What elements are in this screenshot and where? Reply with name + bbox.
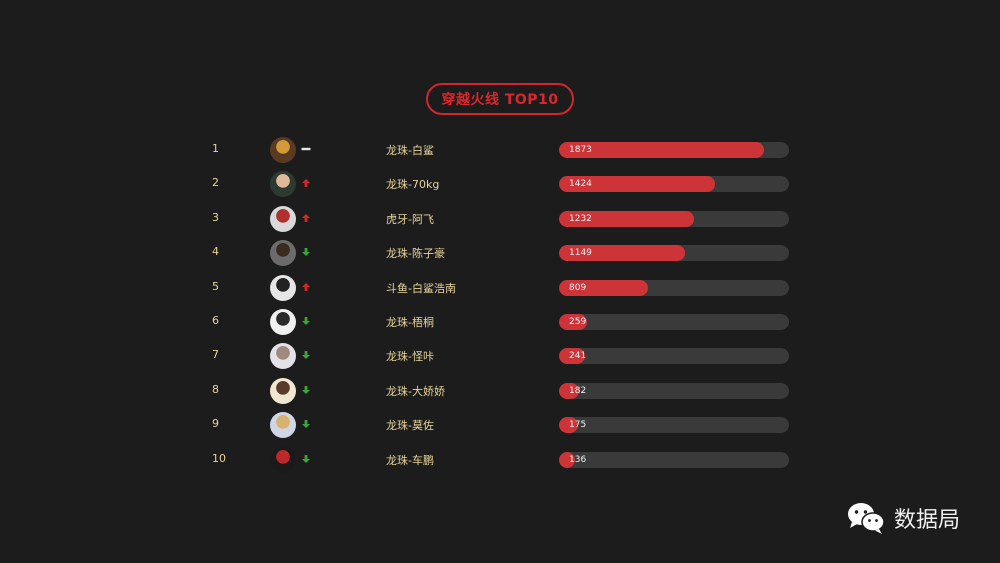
player-name: 龙珠-车鹏 <box>386 453 434 467</box>
bar-value-label: 175 <box>569 420 587 431</box>
bar-value-label: 1873 <box>569 145 592 155</box>
ranking-row: 6 龙珠-梧桐 259 <box>0 305 1000 339</box>
player-name: 龙珠-白鲨 <box>386 144 434 157</box>
rank-label: 6 <box>212 314 219 327</box>
avatar <box>270 274 296 301</box>
avatar <box>270 412 296 439</box>
bar-value-label: 1424 <box>569 179 592 190</box>
bar-value-label: 1232 <box>569 213 592 224</box>
bar <box>559 142 765 158</box>
bar <box>559 417 579 434</box>
player-name: 龙珠-陈子豪 <box>386 247 445 261</box>
bar-track: 1873 <box>559 142 789 158</box>
ranking-row: 10 龙珠-车鹏 136 <box>0 443 1000 477</box>
rank-label: 9 <box>212 417 219 431</box>
bar-track: 182 <box>559 382 789 399</box>
rank-label: 2 <box>212 176 219 190</box>
rank-label: 1 <box>212 142 219 155</box>
bar-track: 241 <box>559 348 789 365</box>
rank-label: 7 <box>212 348 219 362</box>
rank-label: 8 <box>212 382 219 396</box>
rank-label: 10 <box>212 451 226 465</box>
ranking-row: 3 虎牙-阿飞 1232 <box>0 202 1000 236</box>
player-name: 龙珠-70kg <box>386 178 440 192</box>
ranking-row: 4 龙珠-陈子豪 1149 <box>0 236 1000 270</box>
player-name: 龙珠-大娇娇 <box>386 384 445 398</box>
arrow-down-icon <box>302 385 310 394</box>
avatar <box>270 205 296 232</box>
bar-track: 175 <box>559 417 789 434</box>
rank-label: 3 <box>212 210 219 224</box>
arrow-up-icon <box>302 179 310 188</box>
ranking-row: 5 斗鱼-白鲨浩南 809 <box>0 271 1000 305</box>
bar <box>559 245 685 262</box>
arrow-up-icon <box>302 213 310 222</box>
bar-track: 259 <box>559 314 789 330</box>
rank-label: 4 <box>212 245 219 259</box>
ranking-row: 1 龙珠-白鲨 1873 <box>0 133 1000 167</box>
arrow-down-icon <box>302 420 310 429</box>
bar-value-label: 809 <box>569 282 587 293</box>
bar <box>559 382 579 399</box>
arrow-down-icon <box>302 317 310 325</box>
player-name: 龙珠-怪咔 <box>386 350 434 364</box>
arrow-down-icon <box>302 248 310 257</box>
bar-value-label: 1149 <box>569 248 592 259</box>
bar-value-label: 259 <box>569 317 587 327</box>
player-name: 龙珠-莫佐 <box>386 419 434 433</box>
watermark: 数据局 <box>846 500 960 536</box>
ranking-row: 9 龙珠-莫佐 175 <box>0 408 1000 442</box>
avatar <box>270 171 296 198</box>
avatar <box>270 137 296 163</box>
arrow-down-icon <box>302 351 310 360</box>
ranking-row: 2 龙珠-70kg 1424 <box>0 167 1000 201</box>
player-name: 龙珠-梧桐 <box>386 316 434 329</box>
ranking-row: 8 龙珠-大娇娇 182 <box>0 374 1000 408</box>
avatar <box>270 377 296 404</box>
bar-track: 1424 <box>559 176 789 193</box>
no-change-icon <box>301 147 311 151</box>
chart-title: 穿越火线 TOP10 <box>426 83 574 115</box>
bar <box>559 348 586 365</box>
ranking-row: 7 龙珠-怪咔 241 <box>0 339 1000 373</box>
wechat-icon <box>848 503 885 534</box>
bar <box>559 279 648 296</box>
arrow-up-icon <box>302 282 310 291</box>
bar-value-label: 182 <box>569 385 587 396</box>
avatar <box>270 343 296 370</box>
bar-track: 1149 <box>559 245 789 262</box>
avatar <box>270 240 296 267</box>
bar-value-label: 136 <box>569 454 587 465</box>
bar <box>559 451 575 468</box>
bar-value-label: 241 <box>569 351 587 362</box>
avatar <box>270 446 296 473</box>
bar <box>559 176 715 193</box>
arrow-down-icon <box>302 454 310 463</box>
bar-track: 136 <box>559 451 789 468</box>
watermark-text: 数据局 <box>894 508 961 533</box>
bar-track: 1232 <box>559 210 789 227</box>
bar-track: 809 <box>559 279 789 296</box>
bar <box>559 314 588 330</box>
avatar <box>270 309 296 335</box>
bar <box>559 210 694 227</box>
player-name: 斗鱼-白鲨浩南 <box>386 281 456 295</box>
rank-label: 5 <box>212 279 219 293</box>
player-name: 虎牙-阿飞 <box>386 212 434 226</box>
